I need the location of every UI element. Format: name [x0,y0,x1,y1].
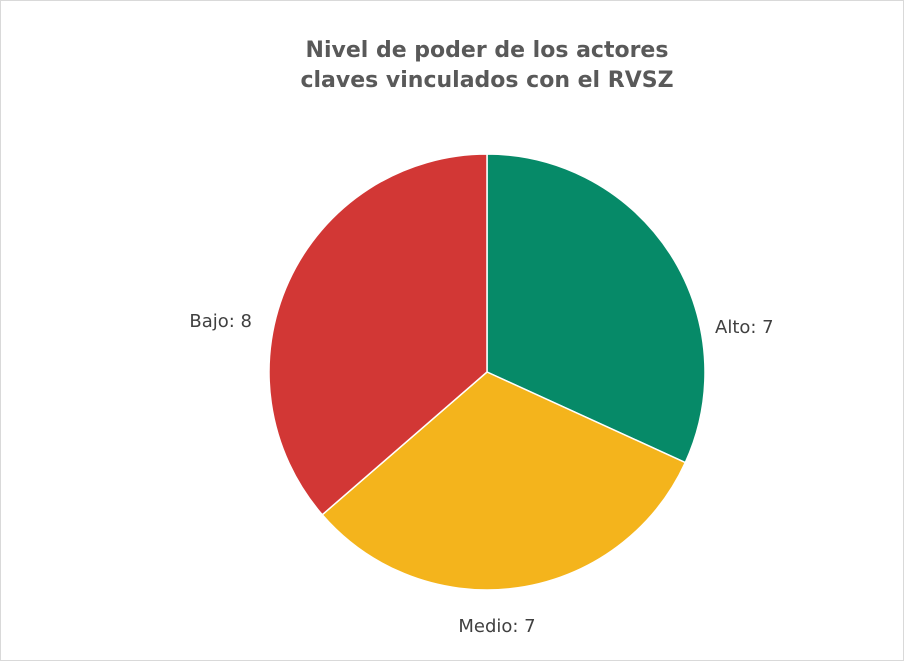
pie-slice: Alto [486,153,706,464]
data-label: Medio: 7 [458,616,535,637]
pie-slice: Bajo [268,153,488,516]
data-label: Alto: 7 [715,317,774,338]
data-label: Bajo: 8 [189,311,252,332]
chart-title: Nivel de poder de los actores claves vinc… [300,38,673,93]
pie-slice: Medio [321,371,687,591]
